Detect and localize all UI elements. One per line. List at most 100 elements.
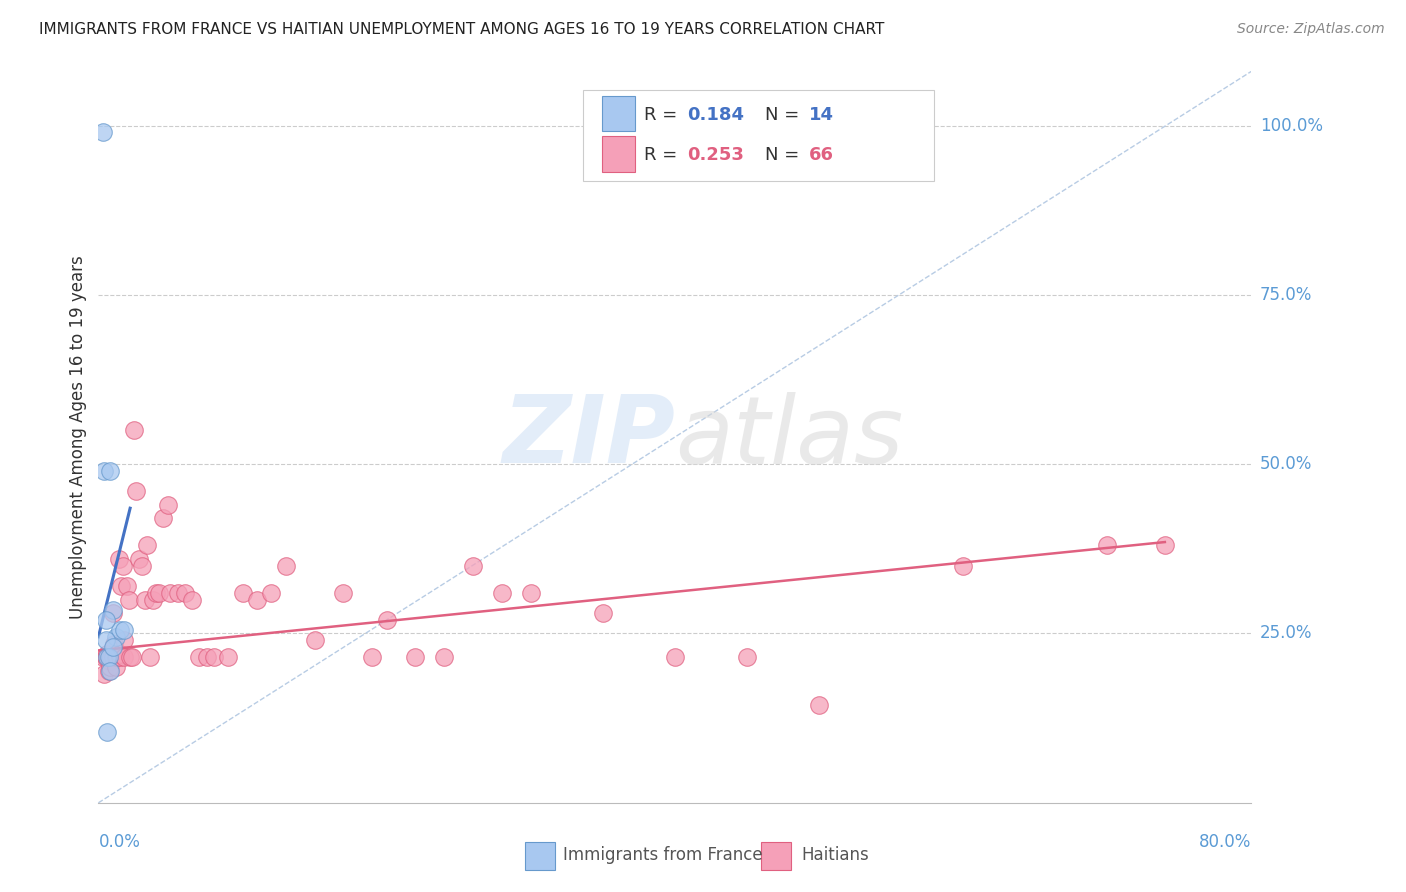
Text: IMMIGRANTS FROM FRANCE VS HAITIAN UNEMPLOYMENT AMONG AGES 16 TO 19 YEARS CORRELA: IMMIGRANTS FROM FRANCE VS HAITIAN UNEMPL… [39,22,884,37]
Point [1097,538,1119,552]
Point [246,592,269,607]
Point [94,650,117,665]
Point [111,558,134,573]
Text: 100.0%: 100.0% [1260,117,1323,135]
Text: Source: ZipAtlas.com: Source: ZipAtlas.com [1237,22,1385,37]
Point [148,586,170,600]
Point [156,498,179,512]
Text: Immigrants from France: Immigrants from France [562,847,762,864]
Point [1154,538,1177,552]
Point [121,650,143,665]
Text: R =: R = [644,106,683,124]
Point [94,633,117,648]
Point [274,558,297,573]
Point [96,724,118,739]
Point [304,633,326,648]
Point [93,667,115,681]
Point [110,579,132,593]
Point [101,603,124,617]
Text: N =: N = [765,146,804,164]
Point [124,423,146,437]
Point [139,650,162,665]
Point [134,592,156,607]
Point [91,125,114,139]
Text: 14: 14 [808,106,834,124]
Text: 25.0%: 25.0% [1260,624,1312,642]
Point [112,650,135,665]
Point [117,579,139,593]
Point [159,586,181,600]
Point [108,623,131,637]
Text: 66: 66 [808,146,834,164]
Point [104,660,127,674]
Point [231,586,254,600]
Point [202,650,225,665]
Point [118,592,141,607]
Point [98,464,121,478]
Point [98,664,121,678]
Point [112,623,135,637]
Point [91,650,114,665]
Point [101,640,124,654]
Bar [602,96,634,131]
Point [166,586,188,600]
Point [98,660,121,674]
Point [94,650,117,665]
Point [94,613,117,627]
Point [145,586,167,600]
Text: 50.0%: 50.0% [1260,455,1312,473]
Point [100,650,122,665]
Point [98,654,121,668]
Point [101,650,124,665]
Text: R =: R = [644,146,683,164]
Point [103,637,125,651]
Point [142,592,165,607]
Point [96,650,118,665]
Point [808,698,831,712]
FancyBboxPatch shape [582,90,935,181]
Point [217,650,239,665]
Point [104,650,127,665]
Point [260,586,283,600]
Bar [524,842,555,870]
Point [97,664,120,678]
Text: 0.0%: 0.0% [98,833,141,851]
Text: 75.0%: 75.0% [1260,285,1312,304]
Point [108,647,131,661]
Point [112,633,135,648]
Point [664,650,686,665]
Point [461,558,484,573]
Point [405,650,427,665]
Point [332,586,354,600]
Point [97,650,120,665]
Point [101,606,124,620]
Point [93,464,115,478]
Point [105,650,128,665]
Point [125,484,148,499]
Point [128,552,150,566]
Text: 0.184: 0.184 [688,106,745,124]
Text: 0.253: 0.253 [688,146,744,164]
Point [108,650,131,665]
Point [952,558,974,573]
Point [188,650,211,665]
Point [181,592,204,607]
Point [433,650,456,665]
Point [361,650,384,665]
Point [120,650,142,665]
Point [491,586,513,600]
Text: 80.0%: 80.0% [1199,833,1251,851]
Point [375,613,398,627]
Text: Haitians: Haitians [801,847,869,864]
Point [136,538,159,552]
Text: N =: N = [765,106,804,124]
Y-axis label: Unemployment Among Ages 16 to 19 years: Unemployment Among Ages 16 to 19 years [69,255,87,619]
Point [104,630,127,644]
Text: atlas: atlas [675,392,903,483]
Bar [762,842,792,870]
Point [520,586,543,600]
Point [96,647,118,661]
Text: ZIP: ZIP [502,391,675,483]
Point [152,511,174,525]
Point [195,650,218,665]
